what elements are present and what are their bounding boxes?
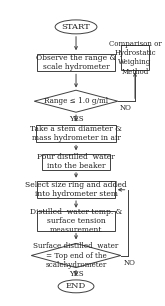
Text: Distilled  water temp. &
surface tension
measurement: Distilled water temp. & surface tension … bbox=[30, 208, 122, 234]
Polygon shape bbox=[31, 244, 121, 267]
Text: Range ≤ 1.0 g/ml: Range ≤ 1.0 g/ml bbox=[44, 97, 108, 105]
Text: START: START bbox=[62, 23, 90, 31]
Text: END: END bbox=[66, 282, 86, 290]
FancyBboxPatch shape bbox=[42, 154, 110, 170]
Text: YES: YES bbox=[69, 115, 83, 123]
Text: YES: YES bbox=[69, 270, 83, 278]
FancyBboxPatch shape bbox=[37, 54, 115, 71]
Text: NO: NO bbox=[124, 259, 136, 267]
Text: Comparison or
Hydrostatic
Weighing
Method: Comparison or Hydrostatic Weighing Metho… bbox=[109, 40, 161, 76]
FancyBboxPatch shape bbox=[37, 181, 115, 198]
FancyBboxPatch shape bbox=[37, 211, 115, 230]
Ellipse shape bbox=[58, 280, 94, 293]
Ellipse shape bbox=[55, 20, 97, 34]
FancyBboxPatch shape bbox=[121, 45, 149, 70]
Polygon shape bbox=[34, 90, 118, 112]
Text: Surface distilled  water
= Top end of the
scalehydrometer: Surface distilled water = Top end of the… bbox=[33, 242, 119, 269]
Text: Observe the range &
scale hydrometer: Observe the range & scale hydrometer bbox=[36, 54, 116, 71]
FancyBboxPatch shape bbox=[36, 125, 116, 142]
Text: NO: NO bbox=[119, 104, 131, 112]
Text: Select size ring and added
into hydrometer stem: Select size ring and added into hydromet… bbox=[25, 181, 127, 198]
Text: Take a stem diameter &
mass hydrometer in air: Take a stem diameter & mass hydrometer i… bbox=[30, 125, 122, 142]
Text: Pour distilled  water
into the beaker: Pour distilled water into the beaker bbox=[37, 153, 115, 170]
